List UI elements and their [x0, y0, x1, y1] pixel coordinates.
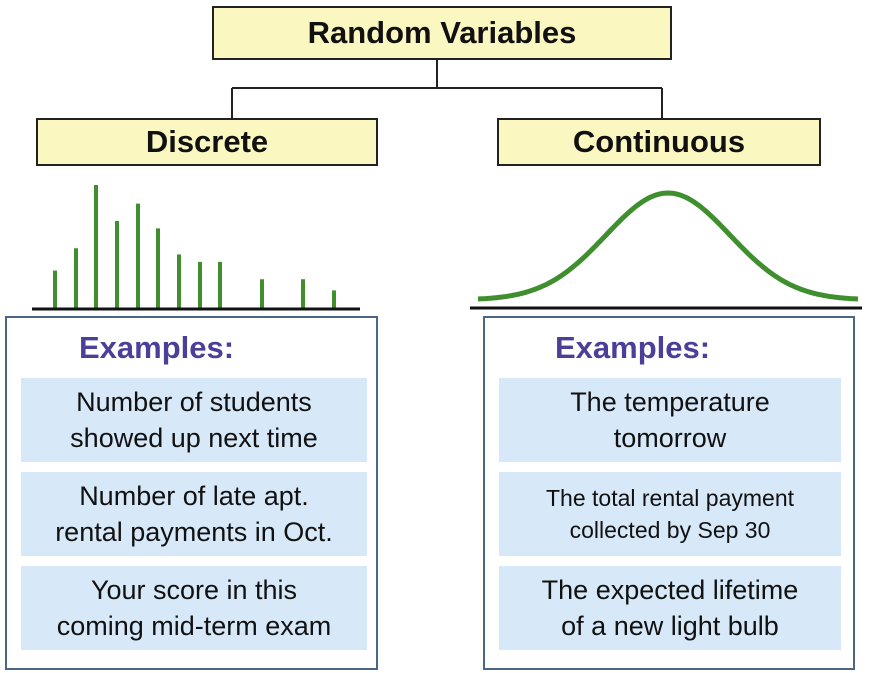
continuous-examples-panel: Examples: The temperature tomorrow The t… [483, 316, 855, 670]
continuous-examples-heading: Examples: [555, 330, 711, 365]
discrete-examples-heading: Examples: [79, 330, 235, 365]
discrete-examples-panel: Examples: Number of students showed up n… [5, 316, 378, 670]
random-variables-title: Random Variables [212, 6, 672, 60]
continuous-distribution-curve [477, 190, 859, 302]
discrete-example-1: Number of students showed up next time [21, 378, 367, 462]
continuous-example-3: The expected lifetime of a new light bul… [499, 566, 841, 650]
discrete-distribution-plot [53, 185, 336, 309]
discrete-example-3: Your score in this coming mid-term exam [21, 566, 367, 650]
continuous-example-2: The total rental payment collected by Se… [499, 472, 841, 556]
discrete-example-2: Number of late apt. rental payments in O… [21, 472, 367, 556]
continuous-example-1: The temperature tomorrow [499, 378, 841, 462]
discrete-title: Discrete [36, 118, 378, 166]
continuous-title: Continuous [497, 118, 821, 166]
